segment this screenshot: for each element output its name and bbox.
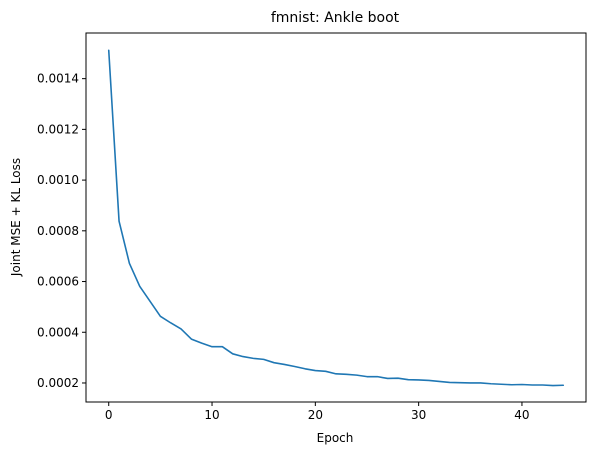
series-line-0 xyxy=(107,49,565,387)
x-tick-label: 30 xyxy=(411,408,426,422)
y-tick-label: 0.0002 xyxy=(37,376,79,390)
plot-series xyxy=(107,49,565,387)
x-tick-label: 20 xyxy=(308,408,323,422)
y-tick-label: 0.0014 xyxy=(37,72,79,86)
x-tick-label: 10 xyxy=(204,408,219,422)
x-axis-label: Epoch xyxy=(317,431,354,445)
chart-title: fmnist: Ankle boot xyxy=(271,10,400,26)
y-tick-label: 0.0010 xyxy=(37,173,79,187)
x-tick-label: 40 xyxy=(514,408,529,422)
y-tick-label: 0.0006 xyxy=(37,275,79,289)
y-axis-label: Joint MSE + KL Loss xyxy=(9,158,23,277)
plot-frame xyxy=(85,32,587,403)
y-tick-label: 0.0008 xyxy=(37,224,79,238)
x-axis: 0 10 20 30 40 xyxy=(105,402,530,422)
y-tick-label: 0.0004 xyxy=(37,325,79,339)
y-tick-label: 0.0012 xyxy=(37,122,79,136)
y-axis: 0.0002 0.0004 0.0006 0.0008 0.0010 0.0012 0.00… xyxy=(37,72,86,390)
x-tick-label: 0 xyxy=(105,408,113,422)
